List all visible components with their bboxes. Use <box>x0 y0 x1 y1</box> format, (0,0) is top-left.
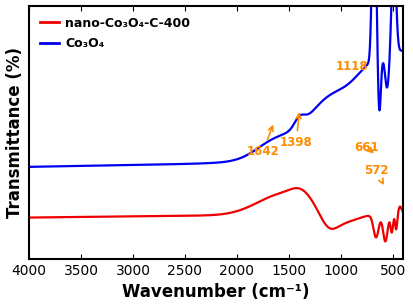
Text: 1642: 1642 <box>247 126 279 158</box>
Text: 572: 572 <box>364 164 388 184</box>
Text: 1118: 1118 <box>336 60 368 73</box>
X-axis label: Wavenumber (cm⁻¹): Wavenumber (cm⁻¹) <box>122 283 310 301</box>
Text: 1398: 1398 <box>280 114 313 149</box>
Text: 661: 661 <box>354 141 379 154</box>
Legend: nano-Co₃O₄-C-400, Co₃O₄: nano-Co₃O₄-C-400, Co₃O₄ <box>36 12 195 55</box>
Y-axis label: Transmittance (%): Transmittance (%) <box>5 47 24 218</box>
